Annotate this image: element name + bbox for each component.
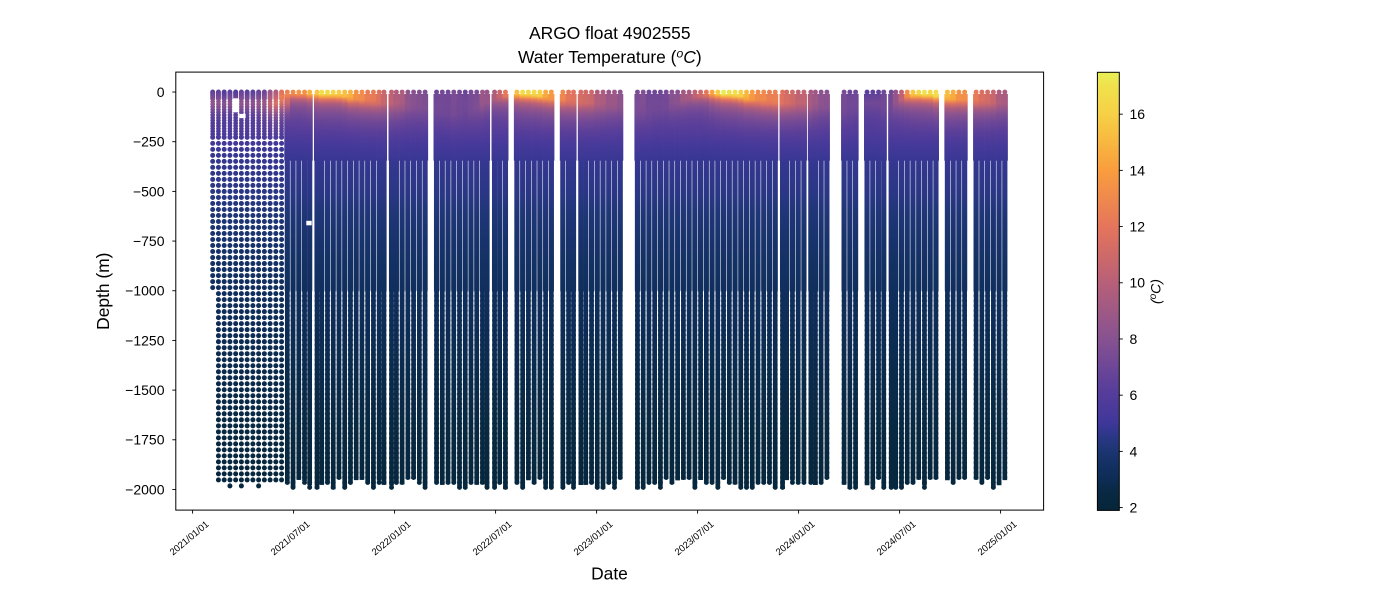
svg-text:−250: −250 [133,134,165,150]
svg-text:−500: −500 [133,183,165,199]
svg-text:2: 2 [1130,499,1138,515]
svg-text:12: 12 [1130,218,1146,234]
svg-text:14: 14 [1130,162,1146,178]
svg-text:−1750: −1750 [125,432,165,448]
svg-text:ARGO float 4902555: ARGO float 4902555 [529,23,690,43]
svg-text:−1500: −1500 [125,382,165,398]
svg-text:−2000: −2000 [125,481,165,497]
svg-text:Date: Date [591,564,628,584]
svg-text:−1000: −1000 [125,283,165,299]
svg-text:8: 8 [1130,331,1138,347]
svg-text:Water Temperature (oC): Water Temperature (oC) [518,47,702,68]
svg-text:0: 0 [157,84,165,100]
svg-text:4: 4 [1130,443,1138,459]
svg-text:Depth (m): Depth (m) [93,253,113,330]
svg-text:10: 10 [1130,275,1146,291]
svg-text:−1250: −1250 [125,332,165,348]
svg-text:−750: −750 [133,233,165,249]
svg-text:6: 6 [1130,387,1138,403]
svg-text:16: 16 [1130,106,1146,122]
svg-text:(oC): (oC) [1148,279,1164,304]
